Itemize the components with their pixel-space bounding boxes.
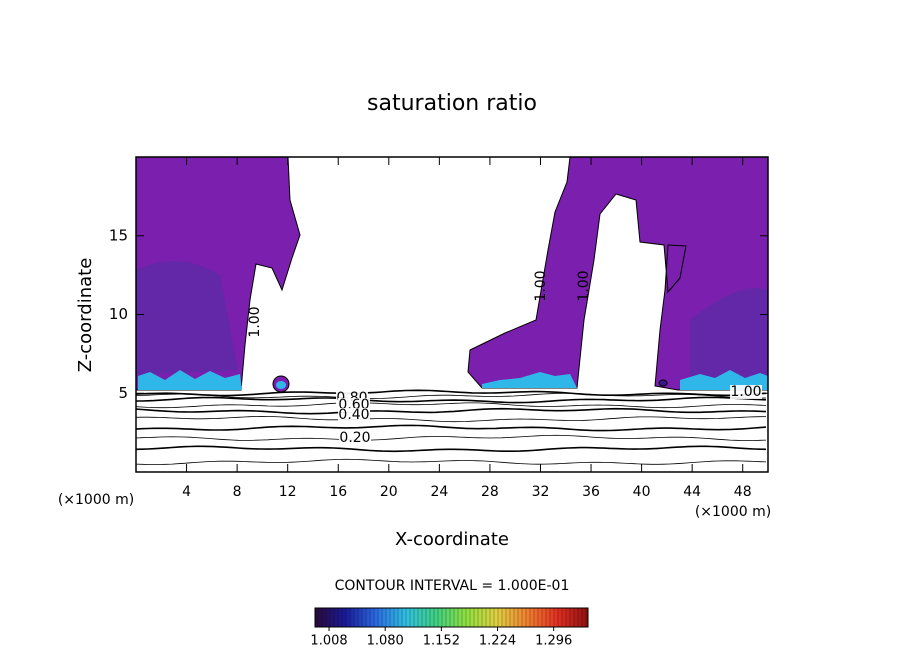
contour-label: 0.40 [338,407,369,423]
contour-line [136,392,767,400]
field [136,157,768,465]
x-tick-label: 48 [734,484,752,500]
contour-line [136,424,767,432]
x-tick-label: 20 [380,484,398,500]
contour-label: 1.00 [576,270,592,301]
contour-label: 1.00 [730,384,761,400]
y-tick-label: 15 [109,226,128,244]
cyan-band [138,370,242,390]
contour-line [136,407,767,415]
contour-interval: CONTOUR INTERVAL = 1.000E-01 [335,578,570,594]
cyan-band [482,372,577,388]
x-tick-label: 8 [233,484,242,500]
x-axis-label: X-coordinate [395,529,509,550]
x-tick-label: 12 [279,484,297,500]
colorbar-tick-label: 1.008 [310,634,347,649]
contour-label: 1.00 [247,306,263,337]
y-tick-label: 10 [109,305,128,323]
contour-label-bg [339,431,371,445]
contour-label-bg [338,408,370,422]
colorbar-stripes [317,608,587,627]
contour-line [136,396,767,404]
colorbar-tick-label: 1.224 [479,634,516,649]
x-tick-label: 36 [582,484,600,500]
x-unit-label: (×1000 m) [58,492,134,508]
y-axis-label: Z-coordinate [75,258,96,373]
contour-label-bg [730,385,762,399]
x-tick-label: 24 [430,484,448,500]
x-tick-label: 32 [532,484,550,500]
contour-lines [136,389,767,465]
colorbar-tick-label: 1.152 [423,634,460,649]
x-unit-label: (×1000 m) [695,504,771,520]
x-tick-label: 28 [481,484,499,500]
contour-line [136,445,767,453]
colorbar [314,607,589,628]
colorbar-tick-label: 1.296 [535,634,572,649]
contour-line [136,458,767,465]
chart-title: saturation ratio [367,91,537,116]
x-tick-label: 16 [329,484,347,500]
dark-patch [690,288,768,380]
blob [658,379,668,387]
contour-line [136,389,767,397]
contour-label: 0.20 [339,430,370,446]
x-tick-label: 44 [683,484,701,500]
colorbar-tick-label: 1.080 [367,634,404,649]
contour-line [136,402,767,409]
cyan-band [276,381,286,389]
contour-label: 1.00 [533,270,549,301]
dark-patch [136,261,238,375]
x-tick-label: 4 [182,484,191,500]
y-tick-label: 5 [118,384,128,402]
x-tick-label: 40 [633,484,651,500]
contour-line [136,415,767,423]
contour-line [136,434,767,442]
